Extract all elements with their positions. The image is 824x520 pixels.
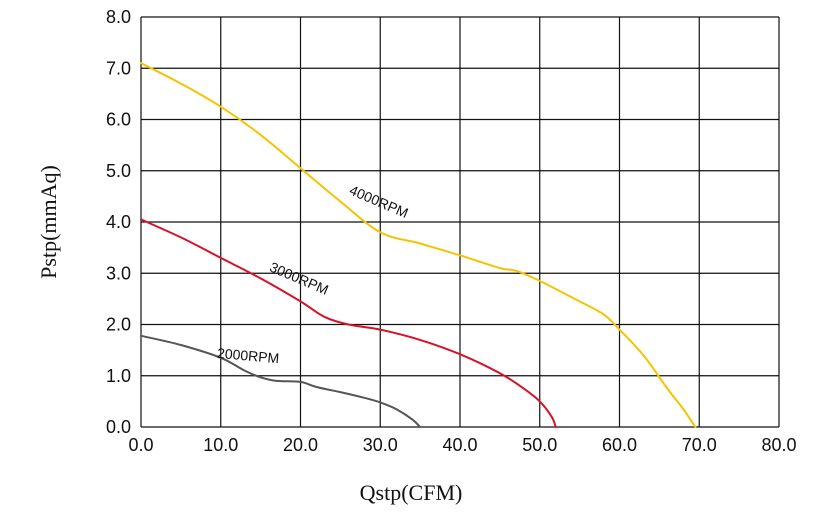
y-tick-label: 0.0	[106, 417, 131, 437]
x-tick-label: 10.0	[203, 435, 238, 455]
x-tick-label: 70.0	[682, 435, 717, 455]
x-tick-label: 30.0	[363, 435, 398, 455]
x-tick-label: 0.0	[128, 435, 153, 455]
series-line-2000rpm	[140, 334, 422, 428]
y-tick-label: 8.0	[106, 7, 131, 27]
series-line-3000rpm	[140, 218, 557, 428]
x-tick-label: 40.0	[442, 435, 477, 455]
y-tick-label: 2.0	[106, 315, 131, 335]
series-label-3000rpm: 3000RPM	[267, 259, 331, 298]
x-axis-title: Qstp(CFM)	[360, 480, 463, 505]
y-tick-label: 3.0	[106, 263, 131, 283]
y-tick-label: 4.0	[106, 212, 131, 232]
y-tick-label: 7.0	[106, 58, 131, 78]
series-label-2000rpm: 2000RPM	[217, 345, 280, 366]
chart-grid	[140, 16, 780, 428]
x-tick-label: 20.0	[283, 435, 318, 455]
y-tick-label: 6.0	[106, 110, 131, 130]
chart-tick-labels: 0.0 10.0 20.0 30.0 40.0 50.0 60.0 70.0 80.0 0.0 1.…	[106, 7, 797, 455]
y-tick-label: 1.0	[106, 366, 131, 386]
chart-series-layer	[140, 62, 697, 428]
x-tick-label: 80.0	[761, 435, 796, 455]
y-tick-label: 5.0	[106, 161, 131, 181]
y-axis-title: Pstp(mmAq)	[36, 165, 61, 279]
x-tick-label: 60.0	[602, 435, 637, 455]
x-tick-label: 50.0	[522, 435, 557, 455]
series-line-4000rpm	[140, 62, 697, 428]
